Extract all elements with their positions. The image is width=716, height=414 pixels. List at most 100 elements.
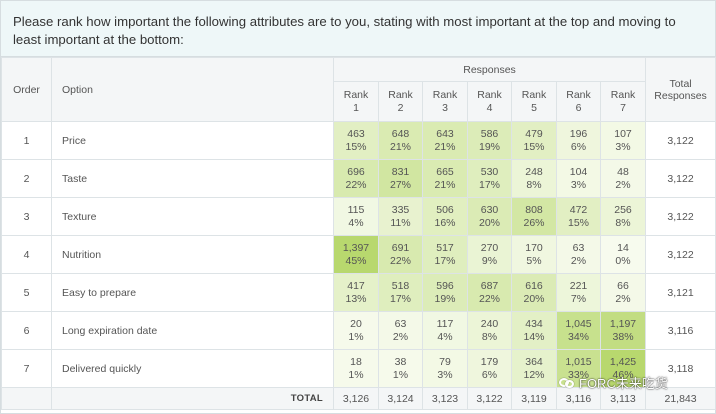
rank-word: Rank <box>432 88 458 101</box>
rank-count: 14 <box>617 241 629 254</box>
rank-cell: 648 21% <box>378 121 423 160</box>
rank-cell: 1,397 45% <box>333 235 379 274</box>
rank-cell: 66 2% <box>599 273 647 312</box>
row-option: Price <box>51 121 334 160</box>
rank-cell: 38 1% <box>378 349 423 388</box>
rank-cell: 518 17% <box>378 273 423 312</box>
rank-percent: 1% <box>348 368 364 381</box>
row-option: Taste <box>51 159 334 198</box>
rank-percent: 6% <box>570 140 587 153</box>
rank-cell: 1,015 33% <box>556 349 601 388</box>
rank-cell: 691 22% <box>378 235 423 274</box>
rank-cell: 1,197 38% <box>599 311 647 350</box>
rank-count: 665 <box>436 165 454 178</box>
rank-percent: 14% <box>523 330 545 343</box>
rank-cell: 364 12% <box>511 349 557 388</box>
rank-cell: 20 1% <box>333 311 379 350</box>
row-option: Delivered quickly <box>51 349 334 388</box>
rank-cell: 79 3% <box>422 349 468 388</box>
rank-cell: 170 5% <box>511 235 557 274</box>
rank-percent: 34% <box>567 330 589 343</box>
header-rank-7: Rank 7 <box>599 81 647 122</box>
rank-percent: 3% <box>570 178 587 191</box>
rank-cell: 417 13% <box>333 273 379 312</box>
rank-count: 506 <box>436 203 454 216</box>
rank-percent: 38% <box>612 330 634 343</box>
rank-count: 335 <box>391 203 410 216</box>
rank-cell: 596 19% <box>422 273 468 312</box>
rank-count: 256 <box>614 203 632 216</box>
rank-number: 3 <box>442 101 448 114</box>
rank-cell: 240 8% <box>467 311 512 350</box>
rank-percent: 4% <box>437 330 453 343</box>
question-text: Please rank how important the following … <box>1 1 715 57</box>
rank-percent: 4% <box>348 216 364 229</box>
rank-percent: 8% <box>526 178 542 191</box>
rank-percent: 6% <box>481 368 498 381</box>
row-total: 3,122 <box>645 159 716 198</box>
rank-count: 691 <box>391 241 410 254</box>
rank-number: 4 <box>486 101 493 114</box>
rank-cell: 1,425 46% <box>599 349 647 388</box>
totals-rank-value: 3,124 <box>378 387 423 410</box>
rank-percent: 45% <box>345 254 367 267</box>
totals-rank-value: 3,119 <box>511 387 557 410</box>
rank-cell: 104 3% <box>556 159 601 198</box>
rank-cell: 335 11% <box>378 197 423 236</box>
rank-word: Rank <box>566 88 591 101</box>
totals-grand: 21,843 <box>645 387 716 410</box>
rank-count: 616 <box>525 279 543 292</box>
rank-word: Rank <box>610 88 636 101</box>
rank-count: 107 <box>614 127 632 140</box>
totals-spacer <box>1 387 52 410</box>
totals-rank-value: 3,113 <box>599 387 647 410</box>
rank-percent: 15% <box>567 216 589 229</box>
header-total-line1: Total <box>669 77 692 90</box>
rank-count: 808 <box>525 203 543 216</box>
rank-count: 248 <box>525 165 543 178</box>
rank-percent: 26% <box>523 216 545 229</box>
rank-cell: 472 15% <box>556 197 601 236</box>
rank-word: Rank <box>477 88 502 101</box>
header-total-responses: Total Responses <box>645 57 716 122</box>
rank-percent: 17% <box>389 292 411 305</box>
row-total: 3,121 <box>645 273 716 312</box>
table-row: 5 Easy to prepare 417 13% 518 17% 596 19% 687 22%… <box>1 273 716 312</box>
rank-percent: 1% <box>348 330 364 343</box>
header-rank-5: Rank 5 <box>511 81 557 122</box>
rank-count: 1,045 <box>565 317 592 330</box>
rank-percent: 5% <box>526 254 542 267</box>
rank-percent: 27% <box>389 178 411 191</box>
rank-cell: 630 20% <box>467 197 512 236</box>
rank-percent: 7% <box>570 292 587 305</box>
totals-rank-value: 3,123 <box>422 387 468 410</box>
rank-percent: 33% <box>567 368 589 381</box>
rank-cell: 643 21% <box>422 121 468 160</box>
rank-count: 696 <box>347 165 365 178</box>
rank-percent: 17% <box>478 178 500 191</box>
rank-count: 179 <box>480 355 499 368</box>
rank-number: 1 <box>353 101 359 114</box>
rank-percent: 2% <box>392 330 409 343</box>
rank-cell: 14 0% <box>599 235 647 274</box>
rank-cell: 256 8% <box>599 197 647 236</box>
rank-percent: 11% <box>390 216 411 229</box>
row-order: 7 <box>1 349 52 388</box>
rank-cell: 616 20% <box>511 273 557 312</box>
rank-percent: 16% <box>434 216 456 229</box>
rank-percent: 0% <box>615 254 631 267</box>
rank-count: 79 <box>439 355 451 368</box>
rank-word: Rank <box>521 88 547 101</box>
rank-count: 643 <box>436 127 454 140</box>
rank-percent: 19% <box>434 292 456 305</box>
rank-count: 221 <box>569 279 588 292</box>
table-row: 2 Taste 696 22% 831 27% 665 21% 530 17% 248 8% 104 3%… <box>1 159 716 198</box>
row-total: 3,118 <box>645 349 716 388</box>
totals-rank-value: 3,116 <box>556 387 601 410</box>
rank-percent: 2% <box>570 254 587 267</box>
rank-cell: 808 26% <box>511 197 557 236</box>
rank-percent: 19% <box>478 140 500 153</box>
row-total: 3,122 <box>645 197 716 236</box>
table-row: 3 Texture 115 4% 335 11% 506 16% 630 20% 808 26% 472… <box>1 197 716 236</box>
